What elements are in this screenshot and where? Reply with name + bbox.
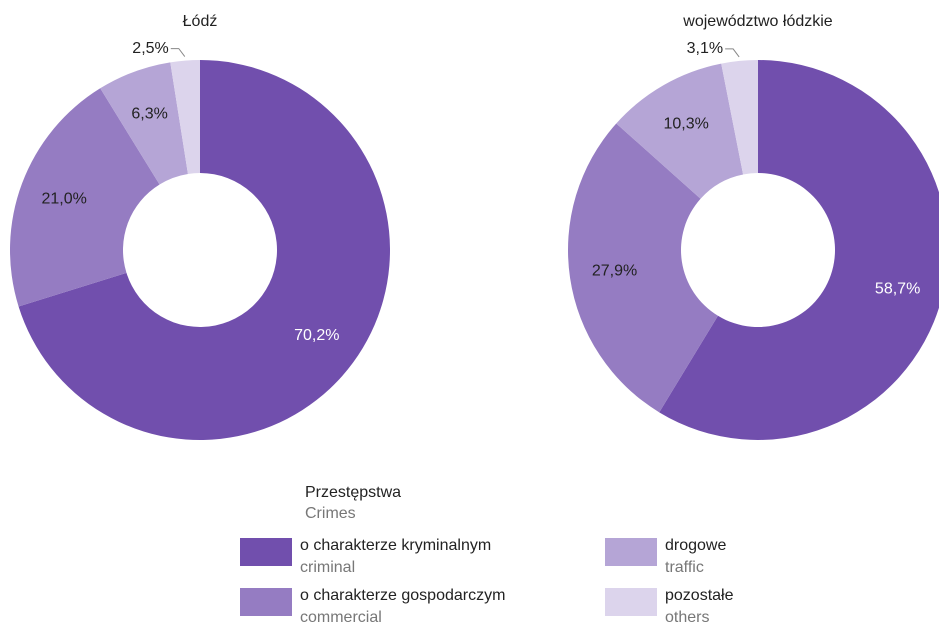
data-label: 21,0% bbox=[42, 190, 87, 207]
legend-label-en: criminal bbox=[300, 559, 355, 576]
donut-segment bbox=[18, 60, 391, 440]
legend-label: pozostałe bbox=[665, 587, 734, 604]
donut-segment bbox=[721, 60, 758, 175]
leader-line bbox=[170, 48, 186, 57]
donut-segment bbox=[659, 60, 939, 440]
data-label: 10,3% bbox=[663, 115, 708, 132]
legend-swatch bbox=[605, 538, 657, 566]
legend-subtitle: Crimes bbox=[305, 505, 356, 522]
donut-segment bbox=[616, 63, 744, 199]
legend-label: drogowe bbox=[665, 537, 726, 554]
legend-title: Przestępstwa bbox=[305, 484, 401, 501]
data-label: 70,2% bbox=[294, 327, 339, 344]
legend-swatch bbox=[605, 588, 657, 616]
donut-segment bbox=[170, 60, 200, 174]
legend-label-en: traffic bbox=[665, 559, 704, 576]
chart-title: województwo łódzkie bbox=[682, 13, 833, 30]
legend-label: o charakterze gospodarczym bbox=[300, 587, 505, 604]
donut-segment bbox=[100, 62, 188, 185]
data-label: 27,9% bbox=[592, 263, 637, 280]
donut-segment bbox=[568, 123, 718, 413]
data-label: 6,3% bbox=[131, 105, 167, 122]
donut-segment bbox=[10, 88, 160, 307]
data-label: 2,5% bbox=[132, 40, 168, 57]
legend-swatch bbox=[240, 588, 292, 616]
chart-title: Łódź bbox=[183, 13, 218, 30]
data-label: 58,7% bbox=[875, 280, 920, 297]
legend-label: o charakterze kryminalnym bbox=[300, 537, 491, 554]
legend-swatch bbox=[240, 538, 292, 566]
leader-line bbox=[725, 48, 740, 58]
legend-label-en: others bbox=[665, 609, 709, 626]
data-label: 3,1% bbox=[687, 40, 723, 57]
legend-label-en: commercial bbox=[300, 609, 382, 626]
